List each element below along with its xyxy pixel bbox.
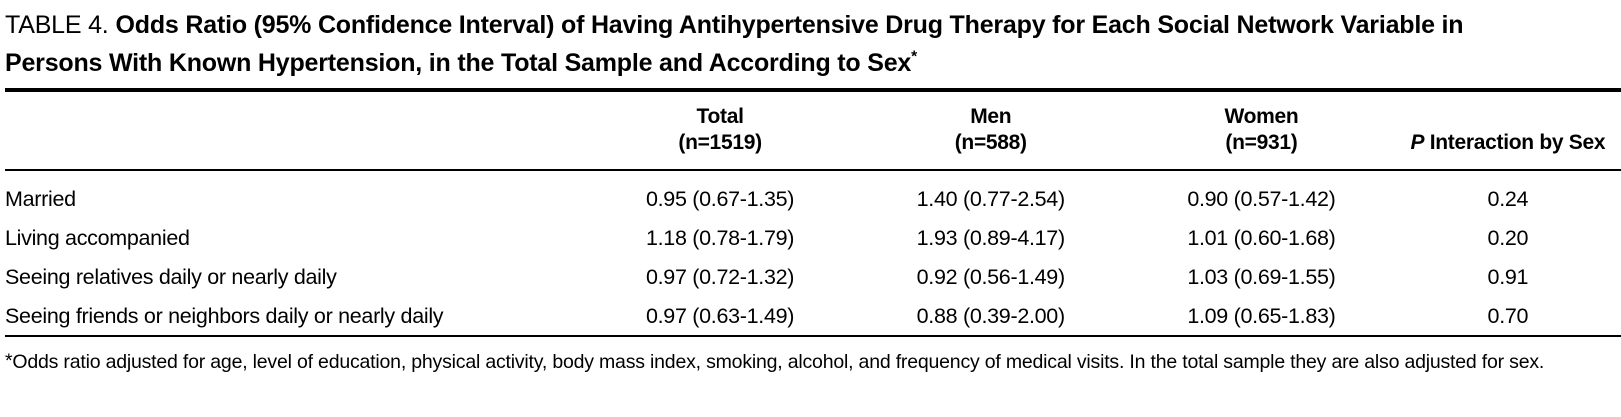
table-row: Seeing friends or neighbors daily or nea… xyxy=(5,296,1621,337)
column-header-p-interaction-text: P Interaction by Sex xyxy=(1395,130,1621,156)
p-interaction-label-rest: Interaction by Sex xyxy=(1424,131,1606,154)
cell-men: 0.88 (0.39-2.00) xyxy=(853,296,1129,337)
cell-total: 1.18 (0.78-1.79) xyxy=(645,225,795,250)
column-header-women-line2: (n=931) xyxy=(1225,131,1298,154)
odds-ratio-table: Total (n=1519) Men (n=588) Women (n=931)… xyxy=(5,88,1621,337)
cell-men: 1.93 (0.89-4.17) xyxy=(916,225,1066,250)
cell-total: 0.97 (0.72-1.32) xyxy=(645,264,795,289)
cell-p-interaction: 0.24 xyxy=(1487,186,1529,211)
cell-total: 0.95 (0.67-1.35) xyxy=(645,186,795,211)
column-header-men-line1: Men xyxy=(970,105,1012,128)
footnote-text: Odds ratio adjusted for age, level of ed… xyxy=(12,351,1545,373)
cell-total: 0.97 (0.63-1.49) xyxy=(586,296,854,337)
cell-p-interaction: 0.20 xyxy=(1487,225,1529,250)
row-label: Seeing relatives daily or nearly daily xyxy=(5,264,337,289)
column-header-women-line1: Women xyxy=(1224,105,1299,128)
column-header-women: Women (n=931) xyxy=(1128,90,1395,171)
table-row: Married 0.95 (0.67-1.35) 1.40 (0.77-2.54… xyxy=(5,170,1621,218)
cell-women: 1.03 (0.69-1.55) xyxy=(1187,264,1336,289)
column-header-p-interaction: P Interaction by Sex xyxy=(1394,90,1621,171)
column-header-total-line1: Total xyxy=(696,105,744,128)
table-title: TABLE 4. Odds Ratio (95% Confidence Inter… xyxy=(5,6,1535,82)
p-symbol: P xyxy=(1410,131,1425,154)
title-footnote-asterisk: * xyxy=(911,48,917,66)
table-row: Seeing relatives daily or nearly daily 0… xyxy=(5,257,1621,296)
table-title-text: Odds Ratio (95% Confidence Interval) of … xyxy=(5,11,1464,77)
footnote-asterisk: * xyxy=(5,350,13,372)
cell-women: 0.90 (0.57-1.42) xyxy=(1187,186,1336,211)
table-row: Living accompanied 1.18 (0.78-1.79) 1.93… xyxy=(5,218,1621,257)
row-label: Living accompanied xyxy=(5,225,190,250)
column-header-men-line2: (n=588) xyxy=(954,131,1027,154)
table-footnote: *Odds ratio adjusted for age, level of e… xyxy=(5,348,1621,377)
cell-men: 0.92 (0.56-1.49) xyxy=(916,264,1066,289)
row-label: Married xyxy=(5,186,76,211)
cell-women: 1.09 (0.65-1.83) xyxy=(1128,296,1395,337)
column-header-variable xyxy=(5,90,587,171)
cell-women: 1.01 (0.60-1.68) xyxy=(1187,225,1336,250)
row-label: Seeing friends or neighbors daily or nea… xyxy=(5,296,587,337)
column-header-men: Men (n=588) xyxy=(853,90,1129,171)
cell-men: 1.40 (0.77-2.54) xyxy=(916,186,1066,211)
cell-p-interaction: 0.70 xyxy=(1394,296,1621,337)
column-header-total-line2: (n=1519) xyxy=(678,131,762,154)
cell-p-interaction: 0.91 xyxy=(1487,264,1529,289)
column-header-total: Total (n=1519) xyxy=(586,90,854,171)
table-header-row: Total (n=1519) Men (n=588) Women (n=931)… xyxy=(5,90,1621,171)
table-number-label: TABLE 4. xyxy=(5,11,109,39)
